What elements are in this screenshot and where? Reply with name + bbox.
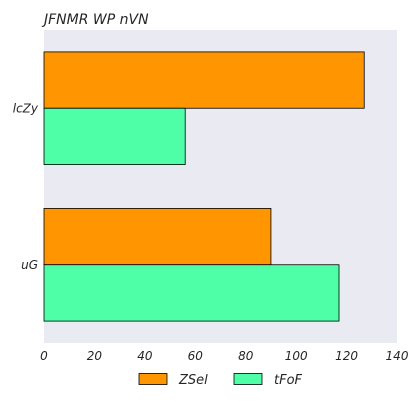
x-tick-label: 40 [137, 349, 153, 363]
x-tick-label: 140 [386, 349, 409, 363]
chart-title: JFNMR WP nVN [41, 12, 149, 28]
y-tick-labels: lcZy uG [13, 101, 39, 272]
y-tick-label: lcZy [13, 101, 39, 115]
x-tick-label: 80 [238, 349, 254, 363]
x-tick-label: 100 [285, 349, 308, 363]
x-tick-label: 20 [87, 349, 103, 363]
x-tick-label: 120 [335, 349, 358, 363]
legend: ZSel tFoF [138, 373, 303, 388]
bar-ZSel-uG [43, 208, 272, 266]
legend-label-ZSel: ZSel [178, 373, 208, 388]
y-tick-label: uG [21, 258, 38, 272]
legend-swatch-ZSel [138, 373, 168, 385]
bar-tFoF-lcZy [43, 107, 186, 165]
legend-label-tFoF: tFoF [274, 373, 303, 388]
x-tick-label: 0 [40, 349, 48, 363]
x-tick-labels: 0 20 40 60 80 100 120 140 [40, 349, 409, 363]
x-tick-label: 60 [188, 349, 204, 363]
legend-swatch-tFoF [233, 373, 263, 385]
bars-group [43, 51, 365, 322]
bar-tFoF-uG [43, 264, 340, 322]
bar-ZSel-lcZy [43, 51, 365, 109]
